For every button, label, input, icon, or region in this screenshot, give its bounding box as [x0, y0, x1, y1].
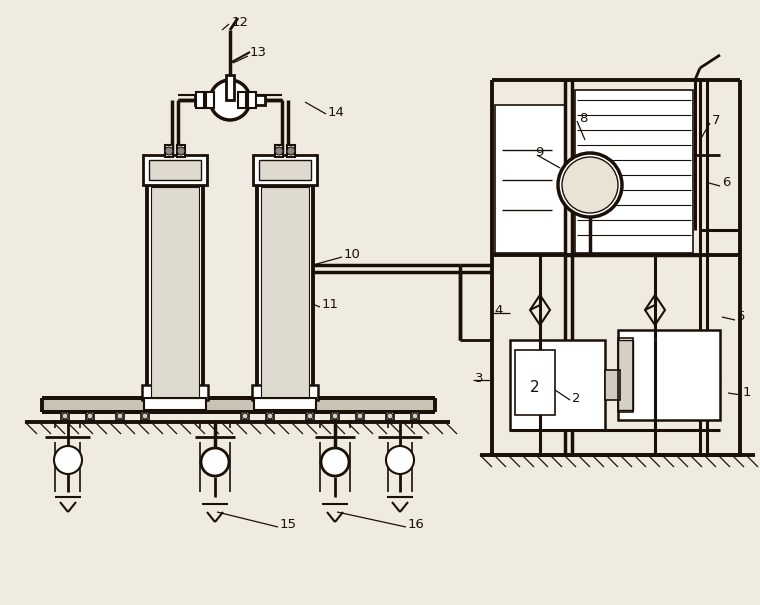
Bar: [331, 412, 339, 420]
Text: 2: 2: [530, 381, 540, 396]
Circle shape: [117, 413, 123, 419]
Circle shape: [307, 413, 313, 419]
Bar: [411, 412, 419, 420]
Bar: [149, 160, 201, 180]
Circle shape: [412, 413, 418, 419]
Circle shape: [267, 413, 273, 419]
Bar: [356, 412, 364, 420]
Bar: [510, 340, 605, 430]
Bar: [575, 90, 693, 253]
Bar: [144, 398, 206, 410]
Text: 6: 6: [722, 177, 730, 189]
Text: 16: 16: [408, 518, 425, 532]
Circle shape: [62, 413, 68, 419]
Bar: [254, 398, 316, 410]
Bar: [141, 412, 149, 420]
Text: 12: 12: [232, 16, 249, 28]
Bar: [206, 92, 214, 108]
Bar: [618, 330, 720, 420]
Bar: [259, 160, 311, 180]
Bar: [252, 385, 318, 400]
Circle shape: [275, 147, 283, 155]
Text: 7: 7: [712, 114, 720, 126]
Circle shape: [87, 413, 93, 419]
Bar: [253, 155, 317, 185]
Circle shape: [321, 448, 349, 476]
Bar: [618, 340, 633, 410]
Text: 4: 4: [494, 304, 502, 316]
Text: 5: 5: [737, 310, 746, 324]
Bar: [386, 412, 394, 420]
Text: 8: 8: [579, 111, 587, 125]
Bar: [226, 75, 234, 100]
Bar: [195, 95, 223, 105]
Circle shape: [242, 413, 248, 419]
Circle shape: [201, 448, 229, 476]
Circle shape: [332, 413, 338, 419]
Text: 15: 15: [280, 518, 297, 532]
Bar: [495, 105, 565, 253]
Bar: [116, 412, 124, 420]
Bar: [142, 385, 208, 400]
Bar: [618, 338, 633, 412]
Circle shape: [386, 446, 414, 474]
Bar: [196, 92, 204, 108]
Bar: [266, 412, 274, 420]
Circle shape: [387, 413, 393, 419]
Circle shape: [165, 147, 173, 155]
Bar: [151, 187, 199, 398]
Bar: [61, 412, 69, 420]
Text: 2: 2: [572, 391, 581, 405]
Bar: [515, 350, 555, 415]
Circle shape: [558, 153, 622, 217]
Bar: [306, 412, 314, 420]
Bar: [261, 187, 309, 398]
Text: 10: 10: [344, 247, 361, 261]
Circle shape: [54, 446, 82, 474]
Bar: [605, 370, 620, 400]
Text: 11: 11: [322, 298, 339, 310]
Bar: [248, 92, 256, 108]
Bar: [165, 145, 173, 157]
Bar: [237, 95, 265, 105]
Bar: [238, 92, 246, 108]
Circle shape: [177, 147, 185, 155]
Circle shape: [287, 147, 295, 155]
Circle shape: [562, 157, 618, 213]
Text: 14: 14: [328, 105, 345, 119]
Bar: [86, 412, 94, 420]
Circle shape: [210, 80, 250, 120]
Bar: [241, 412, 249, 420]
Bar: [287, 145, 295, 157]
Bar: [275, 145, 283, 157]
Bar: [177, 145, 185, 157]
Bar: [147, 185, 203, 400]
Circle shape: [142, 413, 148, 419]
Text: 3: 3: [475, 371, 483, 385]
Bar: [143, 155, 207, 185]
Bar: [257, 185, 313, 400]
Text: 1: 1: [743, 387, 752, 399]
Text: 9: 9: [535, 145, 543, 159]
Bar: [42, 398, 435, 412]
Bar: [261, 187, 309, 398]
Bar: [151, 187, 199, 398]
Text: 13: 13: [250, 47, 267, 59]
Circle shape: [357, 413, 363, 419]
